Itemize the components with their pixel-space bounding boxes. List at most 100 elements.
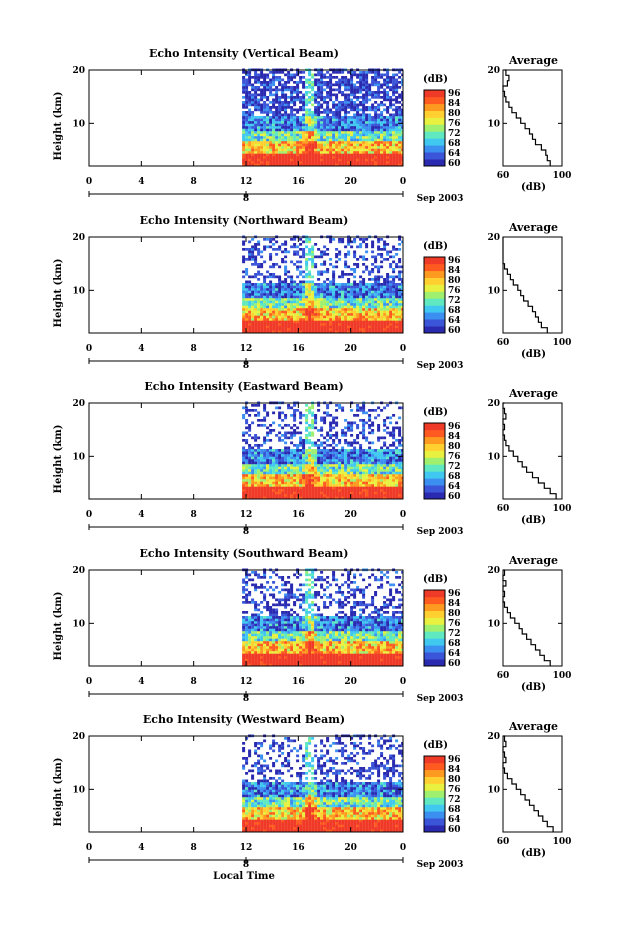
heatmap-cell: [305, 494, 309, 497]
heatmap-cell: [287, 101, 291, 104]
heatmap-cell: [266, 138, 270, 142]
heatmap-cell: [350, 123, 354, 127]
heatmap-cell: [326, 290, 330, 294]
heatmap-cell: [347, 424, 351, 427]
heatmap-cell: [359, 81, 363, 84]
heatmap-cell: [314, 81, 318, 84]
heatmap-cell: [392, 429, 396, 432]
heatmap-cell: [383, 486, 387, 490]
heatmap-cell: [242, 636, 246, 639]
heatmap-cell: [314, 461, 318, 465]
heatmap-cell: [278, 83, 282, 87]
heatmap-cell: [350, 456, 354, 460]
heatmap-cell: [392, 459, 396, 462]
heatmap-cell: [380, 308, 384, 311]
heatmap-cell: [275, 466, 279, 470]
heatmap-cell: [251, 86, 255, 89]
heatmap-cell: [377, 240, 381, 244]
heatmap-cell: [332, 446, 336, 450]
heatmap-cell: [386, 494, 390, 497]
heatmap-cell: [290, 91, 294, 94]
heatmap-cell: [257, 98, 261, 102]
heatmap-cell: [320, 328, 324, 331]
heatmap-cell: [338, 474, 342, 477]
heatmap-cell: [311, 280, 315, 284]
heatmap-cell: [398, 320, 402, 324]
heatmap-cell: [401, 484, 403, 487]
heatmap-cell: [383, 298, 387, 301]
heatmap-cell: [335, 298, 339, 301]
heatmap-cell: [251, 325, 255, 329]
heatmap-cell: [263, 484, 267, 487]
heatmap-cell: [341, 146, 345, 149]
heatmap-cell: [251, 143, 255, 147]
heatmap-cell: [395, 426, 399, 430]
heatmap-cell: [329, 285, 333, 289]
heatmap-cell: [338, 108, 342, 112]
heatmap-cell: [254, 136, 258, 139]
heatmap-cell: [401, 330, 403, 334]
heatmap-cell: [302, 414, 306, 417]
heatmap-cell: [326, 318, 330, 321]
heatmap-cell: [371, 451, 375, 455]
heatmap-cell: [284, 313, 288, 316]
heatmap-cell: [368, 288, 372, 291]
heatmap-cell: [362, 161, 366, 164]
heatmap-cell: [248, 474, 252, 477]
heatmap-cell: [377, 96, 381, 99]
heatmap-cell: [242, 113, 246, 117]
heatmap-cell: [287, 163, 291, 167]
heatmap-cell: [362, 106, 366, 109]
heatmap-cell: [308, 318, 312, 321]
heatmap-cell: [257, 461, 261, 465]
heatmap-cell: [290, 285, 294, 289]
heatmap-cell: [341, 496, 345, 500]
heatmap-cell: [341, 491, 345, 495]
heatmap-cell: [257, 81, 261, 84]
heatmap-cell: [392, 436, 396, 440]
heatmap-cell: [395, 313, 399, 316]
heatmap-cell: [341, 474, 345, 477]
heatmap-cell: [269, 466, 273, 470]
heatmap-cell: [389, 323, 393, 326]
heatmap-cell: [275, 288, 279, 291]
heatmap-cell: [308, 136, 312, 139]
heatmap-cell: [308, 78, 312, 82]
heatmap-cell: [248, 414, 252, 417]
heatmap-cell: [242, 91, 246, 94]
heatmap-cell: [374, 459, 378, 462]
heatmap-cell: [401, 96, 403, 99]
heatmap-cell: [335, 121, 339, 124]
heatmap-cell: [341, 273, 345, 276]
heatmap-cell: [374, 156, 378, 159]
heatmap-cell: [335, 151, 339, 154]
heatmap-cell: [305, 146, 309, 149]
heatmap-cell: [302, 444, 306, 447]
heatmap-cell: [398, 116, 402, 119]
heatmap-cell: [320, 300, 324, 304]
heatmap-cell: [257, 288, 261, 291]
heatmap-cell: [374, 313, 378, 316]
heatmap-cell: [365, 76, 369, 79]
colorbar-segment: [424, 145, 445, 153]
heatmap-cell: [386, 78, 390, 82]
heatmap-cell: [329, 121, 333, 124]
heatmap-cell: [359, 293, 363, 296]
heatmap-cell: [245, 121, 249, 124]
heatmap-cell: [299, 98, 303, 102]
heatmap-cell: [269, 106, 273, 109]
heatmap-cell: [383, 456, 387, 460]
heatmap-cell: [308, 446, 312, 450]
heatmap-cell: [275, 118, 279, 122]
heatmap-cell: [251, 83, 255, 87]
heatmap-cell: [311, 404, 315, 407]
heatmap-cell: [383, 479, 387, 482]
heatmap-cell: [332, 471, 336, 475]
heatmap-cell: [341, 275, 345, 279]
heatmap-cell: [356, 91, 360, 94]
heatmap-cell: [329, 81, 333, 84]
heatmap-cell: [392, 318, 396, 321]
heatmap-cell: [326, 118, 330, 122]
heatmap-cell: [350, 131, 354, 134]
heatmap-cell: [401, 240, 403, 244]
